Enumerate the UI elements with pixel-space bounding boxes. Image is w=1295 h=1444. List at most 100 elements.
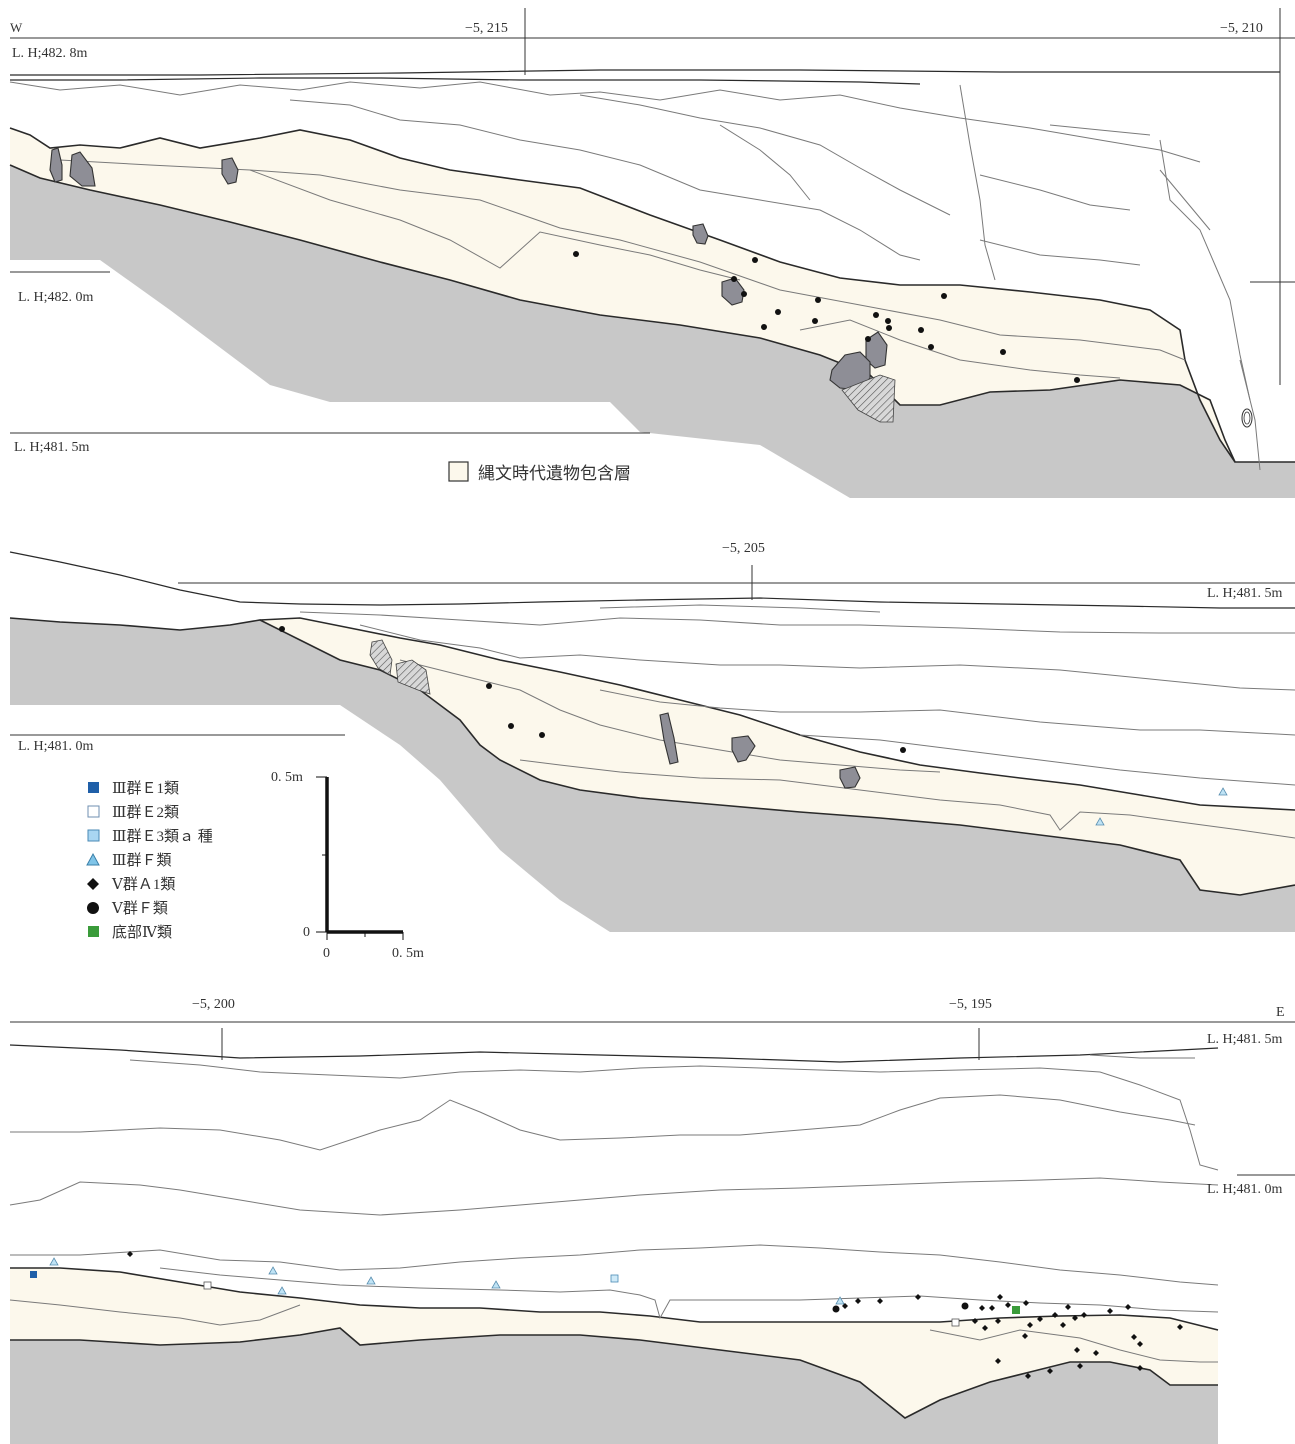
- artifact-iii-e2: [203, 1281, 212, 1290]
- artifact-v-a1: [1065, 1304, 1071, 1310]
- legend-swatch-iii-e2: [87, 805, 100, 818]
- artifact-v-a1: [855, 1298, 861, 1304]
- bedrock-layer: [10, 1328, 1218, 1444]
- legend-label: Ⅲ群Ｅ2類: [112, 804, 179, 821]
- artifact-iii-e1: [30, 1271, 37, 1278]
- artifact-iii-f: [835, 1296, 845, 1305]
- artifact-v-a1: [1074, 1347, 1080, 1353]
- grid-label: −5, 205: [722, 541, 765, 556]
- artifact-v-f: [573, 251, 579, 257]
- artifact-v-f: [775, 309, 781, 315]
- scale-x-zero: 0: [323, 946, 330, 961]
- artifact-v-a1: [842, 1303, 848, 1309]
- artifact-iii-f: [1218, 787, 1228, 796]
- artifact-v-a1: [979, 1305, 985, 1311]
- artifact-v-a1: [982, 1325, 988, 1331]
- symbol-legend: Ⅲ群Ｅ1類 Ⅲ群Ｅ2類 Ⅲ群Ｅ3類ａ 種 Ⅲ群Ｆ類 Ⅴ群Ａ1類 Ⅴ群Ｆ類 底部Ⅳ…: [86, 780, 213, 941]
- artifact-v-a1: [1027, 1322, 1033, 1328]
- artifact-v-f: [1000, 349, 1006, 355]
- artifact-v-f: [752, 257, 758, 263]
- artifact-v-f: [961, 1302, 969, 1310]
- legend-swatch-v-a1: [87, 878, 99, 890]
- artifact-v-f: [741, 291, 747, 297]
- artifact-v-a1: [1137, 1365, 1143, 1371]
- artifact-v-a1: [1060, 1322, 1066, 1328]
- artifact-v-f: [731, 276, 737, 282]
- artifact-iii-f: [268, 1266, 278, 1275]
- level-label: L. H;482. 8m: [12, 46, 88, 61]
- legend-label: 底部Ⅳ類: [112, 924, 172, 941]
- artifact-v-f: [815, 297, 821, 303]
- panel-top: W −5, 215 −5, 210 L. H;482. 8m L. H;482.…: [9, 8, 1295, 498]
- legend-swatch-iii-e1: [88, 782, 99, 793]
- grid-label: −5, 210: [1220, 21, 1263, 36]
- deposit-layer: [10, 128, 1235, 462]
- artifact-v-a1: [1137, 1341, 1143, 1347]
- grid-label: −5, 195: [949, 997, 992, 1012]
- artifact-v-f: [1074, 377, 1080, 383]
- legend-swatch-iii-f: [86, 852, 100, 866]
- scale-top-label: 0. 5m: [271, 770, 303, 785]
- legend-swatch-v-f: [87, 902, 99, 914]
- artifact-v-a1: [1052, 1312, 1058, 1318]
- bedrock-layer: [10, 618, 1295, 932]
- level-label: L. H;481. 0m: [18, 739, 94, 754]
- artifact-v-a1: [877, 1298, 883, 1304]
- artifact-v-a1: [1131, 1334, 1137, 1340]
- artifact-v-f: [928, 344, 934, 350]
- artifact-base-iv: [1012, 1306, 1020, 1314]
- artifact-v-a1: [1125, 1304, 1131, 1310]
- legend-label: Ⅲ群Ｅ3類ａ 種: [112, 828, 213, 845]
- artifact-v-a1: [1037, 1316, 1043, 1322]
- artifact-v-f: [539, 732, 545, 738]
- artifact-v-f: [832, 1305, 840, 1313]
- artifact-v-a1: [127, 1251, 133, 1257]
- artifact-v-a1: [995, 1318, 1001, 1324]
- artifact-v-f: [486, 683, 492, 689]
- deposit-layer: [10, 1268, 1218, 1418]
- layer-legend-swatch: [448, 461, 469, 482]
- scale-bar: 0. 5m 0 0 0. 5m: [271, 770, 424, 961]
- level-label: L. H;481. 5m: [14, 440, 90, 455]
- artifact-v-a1: [972, 1318, 978, 1324]
- artifact-v-f: [865, 336, 871, 342]
- artifact-v-f: [918, 327, 924, 333]
- deposit-layer: [260, 618, 1295, 895]
- artifact-v-f: [900, 747, 906, 753]
- artifact-iii-f: [49, 1257, 59, 1266]
- artifact-v-f: [941, 293, 947, 299]
- level-label: L. H;482. 0m: [18, 290, 94, 305]
- artifact-iii-e3a: [610, 1274, 619, 1283]
- artifact-v-a1: [1005, 1302, 1011, 1308]
- artifact-v-a1: [1025, 1373, 1031, 1379]
- artifact-diamonds: [127, 1251, 1183, 1379]
- artifact-iii-f: [1095, 817, 1105, 826]
- artifact-v-a1: [1093, 1350, 1099, 1356]
- panel-bottom: −5, 200 −5, 195 E L. H;481. 5m L. H;481.…: [9, 997, 1295, 1444]
- artifact-dots-top: [573, 251, 1080, 383]
- artifact-iii-e2: [951, 1318, 960, 1327]
- artifact-v-f: [886, 325, 892, 331]
- artifact-v-f: [761, 324, 767, 330]
- artifact-dots-middle: [279, 626, 906, 753]
- artifact-iii-f: [277, 1286, 287, 1295]
- artifact-v-a1: [1177, 1324, 1183, 1330]
- legend-swatch-iii-e3a: [87, 829, 100, 842]
- artifact-v-a1: [1077, 1363, 1083, 1369]
- artifact-v-f: [812, 318, 818, 324]
- panel-middle: −5, 205 L. H;481. 5m L. H;481. 0m: [9, 541, 1295, 932]
- legend-label: Ⅴ群Ａ1類: [111, 876, 175, 893]
- grid-label: −5, 200: [192, 997, 235, 1012]
- artifact-v-f: [873, 312, 879, 318]
- layer-legend-label: 縄文時代遺物包含層: [478, 464, 631, 484]
- artifact-v-a1: [1023, 1300, 1029, 1306]
- legend-swatch-base-iv: [88, 926, 99, 937]
- level-label: L. H;481. 0m: [1207, 1182, 1283, 1197]
- artifact-v-a1: [1107, 1308, 1113, 1314]
- artifact-v-f: [508, 723, 514, 729]
- artifact-v-a1: [997, 1294, 1003, 1300]
- level-label: L. H;481. 5m: [1207, 1032, 1283, 1047]
- direction-west: W: [10, 20, 23, 35]
- bedrock-layer: [10, 165, 1295, 498]
